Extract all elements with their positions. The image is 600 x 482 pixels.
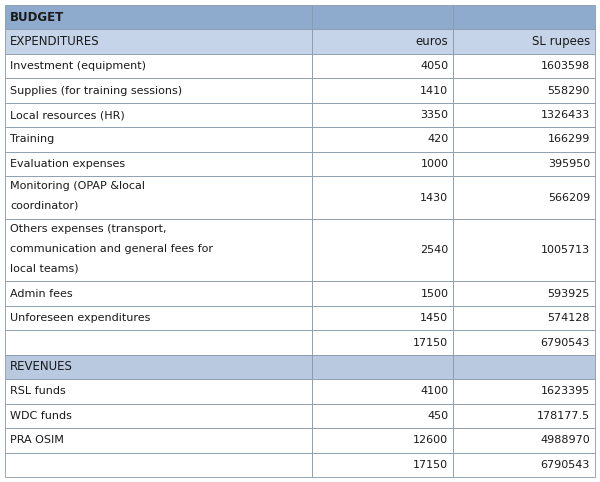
Bar xyxy=(454,54,595,79)
Bar xyxy=(5,29,312,54)
Bar xyxy=(454,5,595,29)
Bar xyxy=(5,176,312,219)
Text: 566209: 566209 xyxy=(548,193,590,203)
Bar xyxy=(454,355,595,379)
Text: Investment (equipment): Investment (equipment) xyxy=(10,61,146,71)
Bar xyxy=(5,79,312,103)
Text: Admin fees: Admin fees xyxy=(10,289,73,299)
Text: SL rupees: SL rupees xyxy=(532,35,590,48)
Text: coordinator): coordinator) xyxy=(10,200,79,210)
Text: 2540: 2540 xyxy=(420,245,448,255)
Text: 178177.5: 178177.5 xyxy=(537,411,590,421)
Text: 1410: 1410 xyxy=(420,86,448,95)
Bar xyxy=(312,54,454,79)
Bar xyxy=(454,79,595,103)
Bar xyxy=(312,403,454,428)
Text: Training: Training xyxy=(10,134,54,145)
Bar xyxy=(5,306,312,330)
Text: 1326433: 1326433 xyxy=(541,110,590,120)
Bar xyxy=(454,152,595,176)
Text: 574128: 574128 xyxy=(548,313,590,323)
Text: 1430: 1430 xyxy=(420,193,448,203)
Bar xyxy=(5,403,312,428)
Text: 450: 450 xyxy=(427,411,448,421)
Text: 1603598: 1603598 xyxy=(541,61,590,71)
Text: Others expenses (transport,: Others expenses (transport, xyxy=(10,225,167,234)
Text: 12600: 12600 xyxy=(413,435,448,445)
Bar xyxy=(454,453,595,477)
Text: 166299: 166299 xyxy=(548,134,590,145)
Text: euros: euros xyxy=(416,35,448,48)
Text: Unforeseen expenditures: Unforeseen expenditures xyxy=(10,313,151,323)
Text: RSL funds: RSL funds xyxy=(10,387,66,396)
Text: local teams): local teams) xyxy=(10,263,79,273)
Bar xyxy=(5,453,312,477)
Bar xyxy=(454,281,595,306)
Text: 1000: 1000 xyxy=(421,159,448,169)
Text: 1623395: 1623395 xyxy=(541,387,590,396)
Text: 6790543: 6790543 xyxy=(541,460,590,470)
Text: 6790543: 6790543 xyxy=(541,337,590,348)
Text: Monitoring (OPAP &local: Monitoring (OPAP &local xyxy=(10,181,145,191)
Bar xyxy=(454,127,595,152)
Bar xyxy=(312,79,454,103)
Text: 17150: 17150 xyxy=(413,337,448,348)
Bar xyxy=(5,152,312,176)
Text: 4988970: 4988970 xyxy=(540,435,590,445)
Bar xyxy=(5,355,312,379)
Text: 4100: 4100 xyxy=(420,387,448,396)
Bar xyxy=(312,152,454,176)
Text: 3350: 3350 xyxy=(421,110,448,120)
Bar xyxy=(312,281,454,306)
Bar xyxy=(454,306,595,330)
Bar xyxy=(454,330,595,355)
Text: 593925: 593925 xyxy=(548,289,590,299)
Text: 395950: 395950 xyxy=(548,159,590,169)
Bar xyxy=(5,103,312,127)
Bar xyxy=(5,54,312,79)
Bar xyxy=(312,103,454,127)
Bar xyxy=(5,281,312,306)
Text: BUDGET: BUDGET xyxy=(10,11,64,24)
Bar xyxy=(454,29,595,54)
Bar xyxy=(312,330,454,355)
Text: Supplies (for training sessions): Supplies (for training sessions) xyxy=(10,86,182,95)
Bar xyxy=(5,219,312,281)
Bar xyxy=(454,103,595,127)
Text: EXPENDITURES: EXPENDITURES xyxy=(10,35,100,48)
Text: communication and general fees for: communication and general fees for xyxy=(10,244,213,254)
Bar xyxy=(312,29,454,54)
Text: Local resources (HR): Local resources (HR) xyxy=(10,110,125,120)
Text: 1500: 1500 xyxy=(421,289,448,299)
Bar xyxy=(312,428,454,453)
Bar xyxy=(312,5,454,29)
Bar xyxy=(312,453,454,477)
Bar xyxy=(312,127,454,152)
Bar xyxy=(312,355,454,379)
Bar xyxy=(454,219,595,281)
Bar xyxy=(5,5,312,29)
Text: 1450: 1450 xyxy=(420,313,448,323)
Bar xyxy=(454,403,595,428)
Text: Evaluation expenses: Evaluation expenses xyxy=(10,159,125,169)
Text: PRA OSIM: PRA OSIM xyxy=(10,435,64,445)
Bar xyxy=(5,428,312,453)
Bar xyxy=(454,428,595,453)
Bar xyxy=(5,127,312,152)
Bar xyxy=(454,176,595,219)
Text: REVENUES: REVENUES xyxy=(10,361,73,374)
Bar xyxy=(312,176,454,219)
Bar xyxy=(312,306,454,330)
Text: 17150: 17150 xyxy=(413,460,448,470)
Text: WDC funds: WDC funds xyxy=(10,411,72,421)
Text: 558290: 558290 xyxy=(548,86,590,95)
Text: 4050: 4050 xyxy=(420,61,448,71)
Bar xyxy=(5,379,312,403)
Text: 420: 420 xyxy=(427,134,448,145)
Bar xyxy=(312,219,454,281)
Bar xyxy=(454,379,595,403)
Bar xyxy=(312,379,454,403)
Text: 1005713: 1005713 xyxy=(541,245,590,255)
Bar xyxy=(5,330,312,355)
